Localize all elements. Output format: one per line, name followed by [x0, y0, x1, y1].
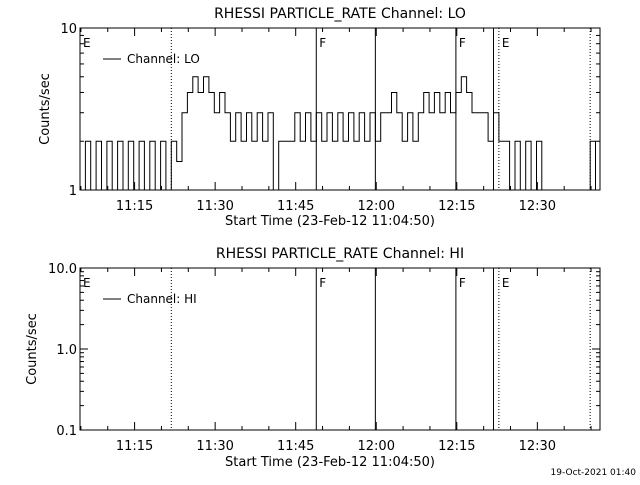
- x-tick-label: 12:00: [358, 199, 395, 214]
- chart-title: RHESSI PARTICLE_RATE Channel: LO: [214, 6, 466, 22]
- y-tick-label: 1.0: [56, 343, 77, 358]
- chart-title: RHESSI PARTICLE_RATE Channel: HI: [216, 246, 464, 262]
- legend-entry: Channel: LO: [127, 52, 200, 66]
- x-tick-label: 12:30: [519, 439, 556, 454]
- event-marker-label: F: [459, 36, 466, 50]
- y-tick-label: 0.1: [56, 424, 77, 439]
- legend-entry: Channel: HI: [127, 292, 197, 306]
- event-marker-label: F: [319, 36, 326, 50]
- event-marker-label: E: [502, 36, 510, 50]
- y-tick-label: 10: [60, 22, 77, 37]
- y-axis-label: Counts/sec: [38, 73, 53, 145]
- x-tick-label: 12:30: [519, 199, 556, 214]
- event-marker-label: E: [502, 276, 510, 290]
- x-tick-label: 11:30: [196, 439, 233, 454]
- event-marker-label: E: [83, 276, 91, 290]
- x-tick-label: 11:45: [277, 439, 314, 454]
- footer-timestamp: 19-Oct-2021 01:40: [551, 468, 637, 478]
- series-line: [80, 76, 600, 191]
- x-tick-label: 11:15: [116, 439, 153, 454]
- x-tick-label: 11:45: [277, 199, 314, 214]
- x-axis-label: Start Time (23-Feb-12 11:04:50): [225, 214, 435, 229]
- y-axis-label: Counts/sec: [25, 313, 40, 385]
- y-tick-label: 10.0: [48, 262, 77, 277]
- event-marker-label: F: [459, 276, 466, 290]
- y-tick-label: 1: [69, 184, 77, 199]
- event-marker-label: E: [83, 36, 91, 50]
- x-axis-label: Start Time (23-Feb-12 11:04:50): [225, 455, 435, 470]
- event-marker-label: F: [319, 276, 326, 290]
- x-tick-label: 11:30: [196, 199, 233, 214]
- x-tick-label: 12:00: [358, 439, 395, 454]
- x-tick-label: 11:15: [116, 199, 153, 214]
- x-tick-label: 12:15: [438, 199, 475, 214]
- plot-frame: [79, 27, 601, 191]
- x-tick-label: 12:15: [438, 439, 475, 454]
